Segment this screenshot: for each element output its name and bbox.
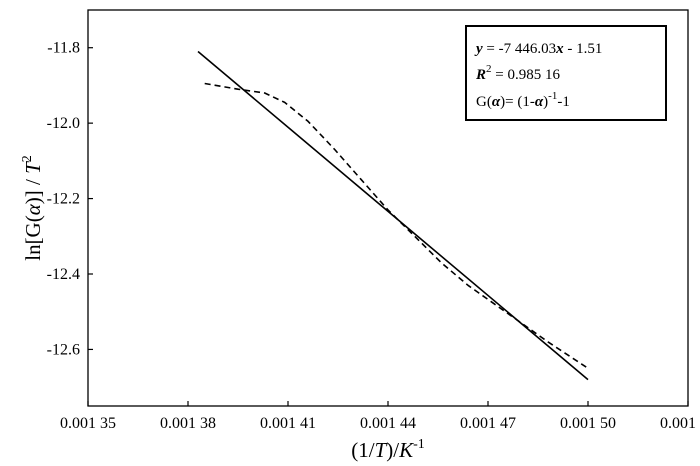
equation-box-frame — [465, 25, 667, 121]
y-tick-label: -12.0 — [47, 115, 80, 132]
x-tick-label: 0.001 44 — [360, 415, 416, 432]
x-tick-label: 0.001 47 — [460, 415, 516, 432]
y-axis-ticks: -11.8 -12.0 -12.2 -12.4 -12.6 — [47, 40, 93, 358]
x-tick-label: 0.001 41 — [260, 415, 316, 432]
y-tick-label: -12.6 — [47, 341, 80, 358]
y-tick-label: -11.8 — [47, 40, 80, 57]
r-squared: R2 = 0.985 16 — [475, 63, 560, 83]
y-tick-label: -12.4 — [47, 266, 80, 283]
x-tick-label: 0.001 50 — [560, 415, 616, 432]
x-axis-ticks: 0.001 35 0.001 38 0.001 41 0.001 44 0.001 47… — [60, 401, 700, 432]
fit-equation: y = -7 446.03x - 1.51 — [474, 41, 602, 57]
x-axis-title: (1/T)/K-1 — [351, 437, 425, 462]
y-tick-label: -12.2 — [47, 191, 80, 208]
series-layer — [197, 50, 589, 381]
x-tick-label: 0.001 35 — [60, 415, 116, 432]
kinetic-model: G(α)= (1-α)-1-1 — [476, 90, 570, 110]
y-axis-title: ln[G(α)] / T2 — [20, 155, 45, 261]
equation-box: y = -7 446.03x - 1.51 R2 = 0.985 16 G(α)… — [465, 25, 667, 121]
x-tick-label: 0.001 38 — [160, 415, 216, 432]
experimental-data-line — [204, 82, 589, 369]
x-tick-label: 0.001 53 — [660, 415, 700, 432]
